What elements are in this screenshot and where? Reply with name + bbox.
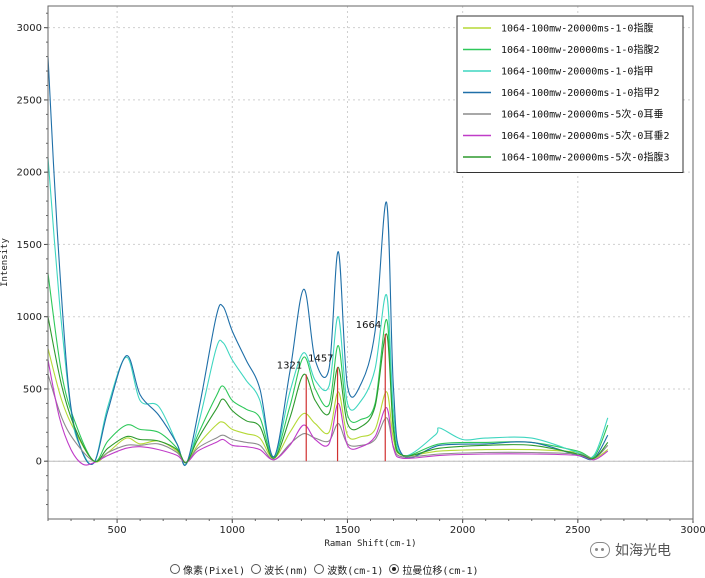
unit-option-label: 波长(nm) [264,565,309,577]
x-axis-label: Raman Shift(cm-1) [324,539,416,549]
x-tick-label-1000: 1000 [220,525,245,536]
units-selector: 像素(Pixel) 波长(nm) 波数(cm-1) 拉曼位移(cm-1) [170,560,485,578]
legend-entry-5: 1064-100mw-20000ms-5次-0耳垂 [501,108,663,121]
legend-entry-3: 1064-100mw-20000ms-1-0指甲 [501,65,653,78]
radio-2[interactable] [251,564,262,574]
legend: 1064-100mw-20000ms-1-0指腹 1064-100mw-20000… [456,15,684,173]
y-tick-label-1000: 1000 [17,312,42,323]
y-axis-label: Intensity [0,238,10,287]
radio-3[interactable] [314,564,325,574]
y-tick-label-2000: 2000 [17,168,42,179]
peak-label-1664: 1664 [356,320,381,331]
unit-option-label: 像素(Pixel) [183,565,246,577]
wechat-icon [590,542,610,558]
series-line-3 [47,157,609,466]
peak-label-1321: 1321 [277,360,302,371]
series-line-5 [47,374,609,464]
unit-option-2[interactable]: 波长(nm) [251,562,308,577]
unit-option-1[interactable]: 像素(Pixel) [170,562,245,577]
y-tick-label-500: 500 [23,384,42,395]
y-tick-label-0: 0 [36,457,42,468]
series-line-4 [47,56,609,467]
x-tick-label-2000: 2000 [450,525,475,536]
unit-option-label: 波数(cm-1) [327,565,384,577]
legend-entry-4: 1064-100mw-20000ms-1-0指甲2 [501,86,659,99]
watermark: 如海光电 [590,540,671,560]
unit-option-label: 拉曼位移(cm-1) [402,565,479,577]
series-line-7 [47,316,609,464]
series-layer [47,56,609,467]
legend-entry-2: 1064-100mw-20000ms-1-0指腹2 [501,43,659,56]
y-tick-label-3000: 3000 [17,23,42,34]
radio-1[interactable] [170,564,180,574]
x-tick-label-1500: 1500 [335,525,360,536]
peak-label-1457: 1457 [308,353,333,364]
axes-layer: 500 1000 1500 2000 2500 3000 0 500 1000 1500 2000 2… [17,12,705,536]
radio-4[interactable] [389,564,400,574]
y-tick-label-2500: 2500 [17,95,42,106]
peaks-layer: 1321 1457 1664 [277,320,386,462]
legend-box [456,15,684,173]
x-tick-label-2500: 2500 [565,525,590,536]
x-tick-label-3000: 3000 [680,525,705,536]
legend-entry-6: 1064-100mw-20000ms-5次-0耳垂2 [501,129,669,142]
legend-entry-7: 1064-100mw-20000ms-5次-0指腹3 [501,151,669,164]
legend-entry-1: 1064-100mw-20000ms-1-0指腹 [501,22,653,35]
unit-option-4[interactable]: 拉曼位移(cm-1) [389,562,479,577]
series-line-6 [47,359,609,466]
x-tick-label-500: 500 [108,525,127,536]
watermark-text: 如海光电 [615,543,671,559]
unit-option-3[interactable]: 波数(cm-1) [314,562,383,577]
y-tick-label-1500: 1500 [17,240,42,251]
